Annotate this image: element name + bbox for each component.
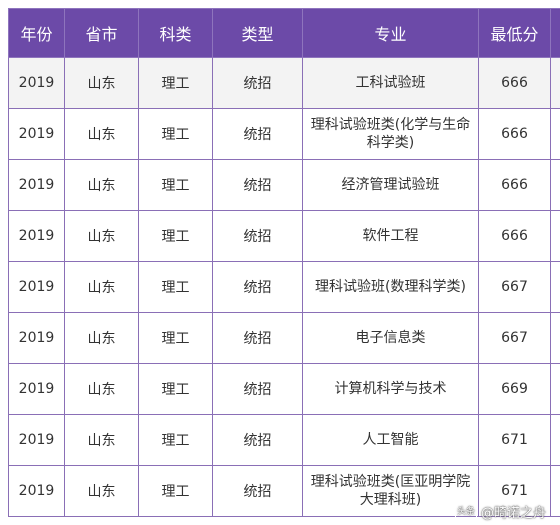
cell-subject-category: 理工: [138, 465, 213, 517]
cell-admission-type: 统招: [212, 363, 303, 415]
cell-admission-type: 统招: [212, 312, 303, 364]
table-row: 2019 山东 理工 统招 工科试验班 666: [8, 57, 560, 109]
cell-admission-type: 统招: [212, 108, 303, 160]
cell-year: 2019: [8, 312, 65, 364]
header-major: 专业: [302, 8, 479, 58]
cell-province: 山东: [64, 108, 139, 160]
cell-min-score: 667: [478, 312, 551, 364]
cell-year: 2019: [8, 465, 65, 517]
cell-extra: [550, 261, 560, 313]
cell-major: 电子信息类: [302, 312, 479, 364]
cell-admission-type: 统招: [212, 210, 303, 262]
cell-year: 2019: [8, 414, 65, 466]
cell-year: 2019: [8, 261, 65, 313]
table-header-row: 年份 省市 科类 类型 专业 最低分: [8, 8, 560, 58]
table-row: 2019 山东 理工 统招 计算机科学与技术 669: [8, 363, 560, 415]
header-extra: [550, 8, 560, 58]
header-year: 年份: [8, 8, 65, 58]
cell-subject-category: 理工: [138, 159, 213, 211]
table-row: 2019 山东 理工 统招 理科试验班类(匡亚明学院大理科班) 671: [8, 465, 560, 517]
cell-province: 山东: [64, 465, 139, 517]
cell-extra: [550, 363, 560, 415]
cell-major: 理科试验班(数理科学类): [302, 261, 479, 313]
admission-scores-table: 年份 省市 科类 类型 专业 最低分 2019 山东 理工 统招 工科试验班 666 201…: [8, 8, 560, 517]
cell-major: 理科试验班类(化学与生命科学类): [302, 108, 479, 160]
cell-min-score: 671: [478, 414, 551, 466]
cell-subject-category: 理工: [138, 108, 213, 160]
cell-major: 工科试验班: [302, 57, 479, 109]
cell-subject-category: 理工: [138, 57, 213, 109]
cell-year: 2019: [8, 210, 65, 262]
cell-province: 山东: [64, 57, 139, 109]
cell-subject-category: 理工: [138, 261, 213, 313]
table-row: 2019 山东 理工 统招 理科试验班(数理科学类) 667: [8, 261, 560, 313]
header-province: 省市: [64, 8, 139, 58]
cell-province: 山东: [64, 414, 139, 466]
cell-extra: [550, 210, 560, 262]
cell-subject-category: 理工: [138, 312, 213, 364]
table-row: 2019 山东 理工 统招 经济管理试验班 666: [8, 159, 560, 211]
cell-min-score: 666: [478, 57, 551, 109]
cell-min-score: 666: [478, 108, 551, 160]
cell-province: 山东: [64, 363, 139, 415]
cell-year: 2019: [8, 108, 65, 160]
cell-extra: [550, 414, 560, 466]
cell-extra: [550, 465, 560, 517]
cell-admission-type: 统招: [212, 465, 303, 517]
cell-min-score: 671: [478, 465, 551, 517]
cell-major: 人工智能: [302, 414, 479, 466]
cell-subject-category: 理工: [138, 363, 213, 415]
cell-min-score: 669: [478, 363, 551, 415]
cell-extra: [550, 159, 560, 211]
table-row: 2019 山东 理工 统招 理科试验班类(化学与生命科学类) 666: [8, 108, 560, 160]
cell-admission-type: 统招: [212, 414, 303, 466]
cell-major: 理科试验班类(匡亚明学院大理科班): [302, 465, 479, 517]
cell-province: 山东: [64, 159, 139, 211]
cell-province: 山东: [64, 312, 139, 364]
header-min-score: 最低分: [478, 8, 551, 58]
cell-year: 2019: [8, 159, 65, 211]
header-admission-type: 类型: [212, 8, 303, 58]
toutiao-logo: 头条: [454, 503, 477, 520]
cell-major: 计算机科学与技术: [302, 363, 479, 415]
watermark-handle: @畸诺之舟: [480, 506, 546, 521]
cell-major: 软件工程: [302, 210, 479, 262]
cell-admission-type: 统招: [212, 159, 303, 211]
table-body: 2019 山东 理工 统招 工科试验班 666 2019 山东 理工 统招 理科试验班类(化学与生命…: [8, 57, 560, 517]
cell-extra: [550, 108, 560, 160]
cell-admission-type: 统招: [212, 261, 303, 313]
cell-admission-type: 统招: [212, 57, 303, 109]
cell-year: 2019: [8, 57, 65, 109]
cell-min-score: 666: [478, 159, 551, 211]
table-row: 2019 山东 理工 统招 软件工程 666: [8, 210, 560, 262]
cell-year: 2019: [8, 363, 65, 415]
cell-min-score: 667: [478, 261, 551, 313]
cell-subject-category: 理工: [138, 414, 213, 466]
table-row: 2019 山东 理工 统招 电子信息类 667: [8, 312, 560, 364]
cell-province: 山东: [64, 261, 139, 313]
cell-subject-category: 理工: [138, 210, 213, 262]
table-row: 2019 山东 理工 统招 人工智能 671: [8, 414, 560, 466]
cell-province: 山东: [64, 210, 139, 262]
cell-min-score: 666: [478, 210, 551, 262]
watermark: 头条 @畸诺之舟: [454, 502, 546, 521]
cell-major: 经济管理试验班: [302, 159, 479, 211]
cell-extra: [550, 57, 560, 109]
cell-extra: [550, 312, 560, 364]
header-subject-category: 科类: [138, 8, 213, 58]
